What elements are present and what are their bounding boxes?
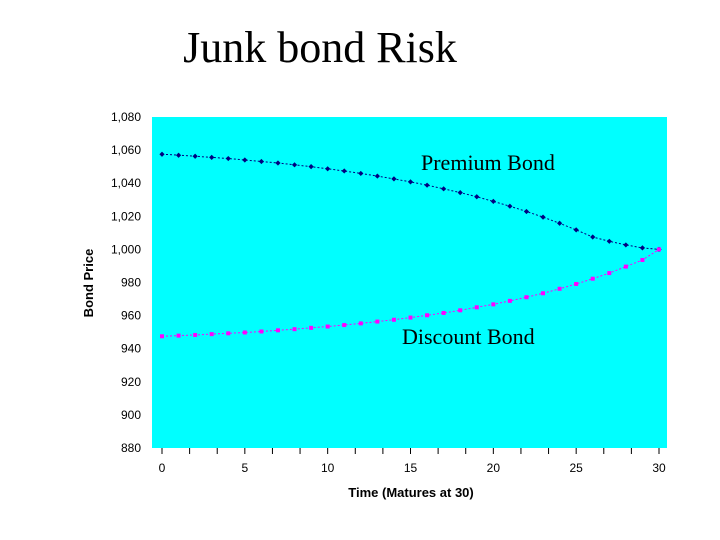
- data-point: [160, 334, 164, 339]
- data-point: [309, 325, 314, 330]
- data-point: [374, 173, 380, 179]
- data-point: [259, 329, 264, 334]
- data-point: [458, 308, 463, 313]
- data-point: [425, 313, 430, 318]
- data-point: [275, 160, 281, 166]
- x-tick-label: 0: [159, 461, 166, 475]
- data-point: [308, 164, 314, 170]
- data-point: [291, 162, 298, 168]
- annotation-premium-bond: Premium Bond: [421, 150, 555, 175]
- data-point: [342, 323, 347, 328]
- data-point: [325, 324, 330, 329]
- data-point: [640, 257, 645, 262]
- y-axis: 880 900 920 940 960 980 1,000 1,020 1,040 1,060 1,…: [111, 110, 141, 455]
- data-point: [574, 281, 579, 286]
- data-point: [358, 321, 363, 326]
- data-point: [391, 176, 397, 182]
- data-point: [524, 295, 529, 300]
- data-point: [590, 276, 595, 281]
- data-point: [358, 170, 364, 177]
- data-point: [225, 155, 231, 162]
- data-point: [441, 186, 447, 192]
- annotation-discount-bond: Discount Bond: [402, 324, 535, 349]
- data-point: [657, 247, 661, 252]
- x-tick-label: 10: [321, 461, 335, 475]
- data-point: [242, 157, 248, 163]
- data-point: [375, 319, 380, 324]
- data-point: [341, 168, 347, 174]
- y-tick-label: 1,060: [111, 143, 141, 157]
- data-point: [457, 190, 463, 196]
- data-point: [226, 331, 231, 336]
- x-tick-label: 20: [487, 461, 501, 475]
- data-point: [623, 242, 629, 248]
- data-point: [557, 220, 563, 226]
- data-point: [623, 264, 628, 269]
- x-tick-label: 15: [404, 461, 418, 475]
- data-point: [541, 291, 546, 296]
- data-point: [491, 302, 496, 307]
- y-tick-label: 880: [121, 441, 141, 455]
- y-tick-label: 1,040: [111, 176, 141, 190]
- data-point: [407, 179, 414, 185]
- y-tick-label: 960: [121, 309, 141, 323]
- plot-area: [152, 117, 667, 448]
- data-point: [159, 151, 165, 157]
- data-point: [639, 245, 646, 251]
- data-point: [209, 154, 215, 160]
- data-point: [573, 227, 579, 233]
- data-point: [175, 152, 182, 158]
- y-tick-label: 900: [121, 408, 141, 422]
- data-point: [557, 286, 562, 291]
- data-point: [408, 315, 413, 320]
- y-tick-label: 940: [121, 342, 141, 356]
- series-layer: [159, 151, 662, 339]
- data-point: [176, 333, 181, 338]
- x-axis: 0 5 10 15 20 25 30: [159, 448, 666, 475]
- data-point: [474, 305, 479, 310]
- data-point: [606, 238, 612, 244]
- data-point: [192, 153, 198, 159]
- data-point: [441, 310, 446, 315]
- data-point: [391, 317, 396, 322]
- y-tick-label: 1,000: [111, 242, 141, 256]
- data-point: [275, 328, 280, 333]
- slide-title: Junk bond Risk: [183, 23, 457, 72]
- y-tick-label: 980: [121, 276, 141, 290]
- data-point: [258, 158, 264, 165]
- y-axis-title: Bond Price: [81, 249, 96, 318]
- data-point: [607, 271, 612, 276]
- data-point: [325, 166, 331, 172]
- y-tick-label: 920: [121, 375, 141, 389]
- data-point: [507, 203, 513, 209]
- data-point: [490, 198, 496, 205]
- y-tick-label: 1,080: [111, 110, 141, 124]
- x-tick-label: 30: [652, 461, 666, 475]
- data-point: [540, 214, 546, 220]
- data-point: [474, 194, 480, 200]
- data-point: [193, 332, 198, 337]
- y-tick-label: 1,020: [111, 209, 141, 223]
- data-point: [507, 298, 512, 303]
- x-axis-title: Time (Matures at 30): [348, 485, 473, 500]
- x-tick-label: 5: [241, 461, 248, 475]
- data-point: [242, 330, 247, 335]
- data-point: [209, 332, 214, 337]
- x-tick-label: 25: [569, 461, 583, 475]
- data-point: [523, 208, 530, 215]
- data-point: [590, 234, 596, 240]
- data-point: [424, 182, 430, 188]
- data-point: [292, 327, 297, 332]
